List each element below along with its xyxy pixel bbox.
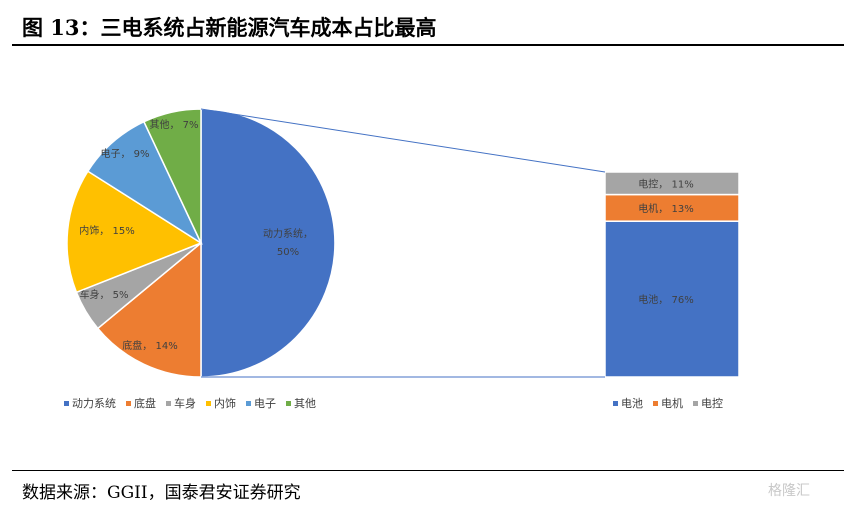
- pie-label-name: 动力系统，: [263, 227, 313, 240]
- bar-segment-电控: [604, 171, 740, 196]
- pie-legend-label: 车身: [174, 396, 196, 410]
- pie-legend-label: 其他: [294, 397, 316, 410]
- bar-legend-swatch: [653, 401, 658, 406]
- pie-slice-其他: [142, 108, 202, 244]
- pie-legend-swatch: [126, 401, 131, 406]
- pie-legend-label: 动力系统: [72, 397, 116, 410]
- pie-legend-label: 电子: [254, 397, 276, 410]
- footer-rule: [12, 470, 844, 471]
- bar-segment-电池: [604, 220, 740, 378]
- pie-label-value: 50%: [277, 247, 299, 258]
- pie-slice-内饰: [66, 170, 203, 294]
- pie-slice-动力系统: [200, 108, 336, 378]
- source-note: 数据来源：GGII，国泰君安证券研究: [22, 483, 301, 503]
- bar-legend-swatch: [613, 401, 618, 406]
- bar-label: 电机， 13%: [638, 202, 693, 215]
- title-rule: [12, 44, 844, 46]
- pie-legend-swatch: [246, 401, 251, 406]
- bar-label: 电控， 11%: [638, 177, 693, 190]
- bar-label: 电池， 76%: [638, 293, 693, 306]
- pie-legend-label: 内饰: [214, 396, 236, 410]
- bar-legend-swatch: [693, 401, 698, 406]
- figure-title: 图 13：三电系统占新能源汽车成本占比最高: [22, 15, 437, 40]
- pie-legend-label: 底盘: [134, 396, 156, 410]
- pie-legend-swatch: [206, 401, 211, 406]
- pie-legend-swatch: [166, 401, 171, 406]
- bar-legend-label: 电机: [661, 396, 683, 410]
- pie-legend-swatch: [286, 401, 291, 406]
- pie-label: 内饰， 15%: [79, 224, 134, 237]
- pie-label: 底盘， 14%: [122, 339, 177, 352]
- bar-segment-电机: [604, 193, 740, 222]
- pie-legend-swatch: [64, 401, 69, 406]
- bar-legend-label: 电池: [621, 397, 643, 410]
- pie-label: 其他， 7%: [149, 118, 198, 131]
- bar-legend-label: 电控: [701, 396, 723, 410]
- pie-label: 电子， 9%: [100, 147, 149, 160]
- connector-line-top: [200, 108, 606, 173]
- watermark-logo: 格隆汇: [768, 483, 810, 499]
- pie-slice-底盘: [96, 241, 202, 378]
- pie-label: 车身， 5%: [79, 288, 128, 301]
